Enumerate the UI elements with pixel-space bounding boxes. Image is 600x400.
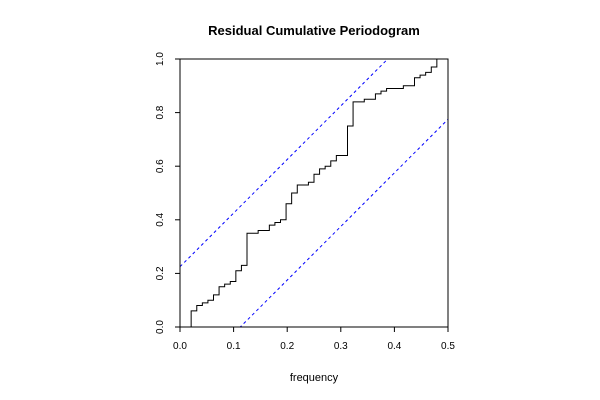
x-tick-label: 0.2	[280, 341, 294, 352]
y-tick-label: 1.0	[155, 52, 166, 66]
upper-confidence-bound-line	[180, 59, 389, 268]
confidence-bounds	[180, 59, 448, 327]
y-tick-label: 0.0	[155, 320, 166, 334]
cumulative-periodogram-step-line	[180, 58, 448, 328]
y-tick-label: 0.8	[155, 105, 166, 119]
x-tick-label: 0.5	[441, 341, 455, 352]
x-tick-label: 0.3	[334, 341, 348, 352]
x-tick-label: 0.4	[387, 341, 401, 352]
y-tick-label: 0.4	[155, 212, 166, 226]
x-tick-label: 0.1	[227, 341, 241, 352]
chart-title: Residual Cumulative Periodogram	[208, 23, 420, 38]
x-axis: 0.0 0.1 0.2 0.3 0.4 0.5	[173, 327, 455, 352]
x-axis-label: frequency	[290, 372, 339, 384]
y-axis: 0.0 0.2 0.4 0.6 0.8 1.0	[155, 52, 180, 334]
plot-area	[180, 58, 448, 328]
lower-confidence-bound-line	[239, 118, 448, 327]
y-tick-label: 0.6	[155, 159, 166, 173]
y-tick-label: 0.2	[155, 266, 166, 280]
x-tick-label: 0.0	[173, 341, 187, 352]
plot-frame	[179, 58, 449, 328]
